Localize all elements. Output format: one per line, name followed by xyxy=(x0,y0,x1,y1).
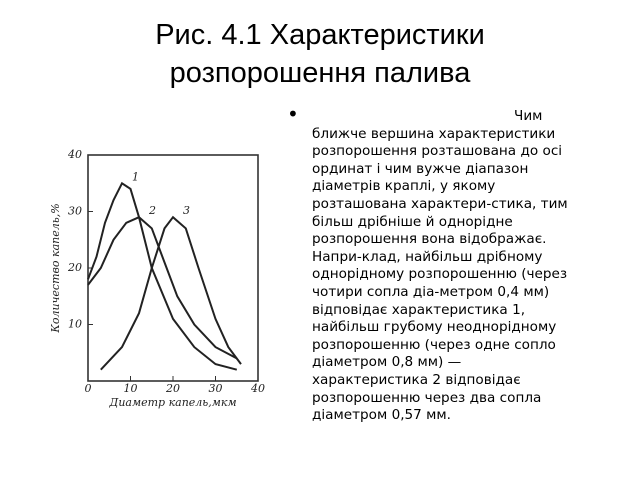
x-tick-label: 10 xyxy=(124,382,138,395)
y-axis-label: Количество капель,% xyxy=(49,203,62,333)
curve xyxy=(87,181,238,371)
x-tick-label: 30 xyxy=(209,382,223,395)
text-line: однорідному розпорошенню (через xyxy=(312,266,568,283)
x-tick-label: 20 xyxy=(165,382,180,395)
text-line: розпорошенню (через одне сопло xyxy=(312,336,556,353)
title-line: розпорошення палива xyxy=(169,57,471,89)
slide-title: Рис. 4.1 Характеристики розпорошення пали… xyxy=(20,16,620,92)
text-line: ближче вершина характеристики xyxy=(312,125,556,142)
y-tick-label: 20 xyxy=(67,261,82,274)
text-line: діаметром 0,57 мм. xyxy=(312,407,451,424)
text-line: характеристика 2 відповідає xyxy=(312,371,521,388)
curve xyxy=(87,216,238,360)
text-line: діаметрів краплі, у якому xyxy=(312,178,496,195)
curve xyxy=(100,215,242,371)
text-line: більш дрібніше й однорідне xyxy=(312,213,513,230)
x-tick-label: 40 xyxy=(250,382,265,395)
text-line: чотири сопла діа-метром 0,4 мм) xyxy=(312,283,550,300)
curve-label: 3 xyxy=(183,204,190,217)
text-line: розпорошення розташована до осі xyxy=(312,143,563,160)
y-tick-label: 30 xyxy=(68,205,82,218)
text-line: розпорошення вона відображає. xyxy=(312,231,547,248)
text-line: Чим xyxy=(514,108,543,124)
bullet: • xyxy=(287,102,299,126)
text-line: розташована характери-стика, тим xyxy=(312,195,568,212)
text-line: найбільш грубому неоднорідному xyxy=(312,319,557,336)
curve-label: 1 xyxy=(132,170,139,183)
x-axis-label: Диаметр капель,мкм xyxy=(108,396,236,409)
y-tick-label: 10 xyxy=(68,318,82,331)
x-tick-label: 0 xyxy=(85,382,92,395)
plot-frame xyxy=(87,154,259,382)
text-line: розпорошенню через два сопла xyxy=(312,389,542,406)
curve-label: 2 xyxy=(148,204,156,217)
text-line: діаметром 0,8 мм) — xyxy=(312,354,462,371)
text-line: Напри-клад, найбільш дрібному xyxy=(312,248,543,265)
body-text: Чим ближче вершина характеристики розпорош… xyxy=(312,108,612,425)
text-line: ординат і чим вужче діапазон xyxy=(312,160,529,177)
title-line: Рис. 4.1 Характеристики xyxy=(155,19,485,51)
y-tick-label: 40 xyxy=(67,148,82,161)
text-line: відповідає характеристика 1, xyxy=(312,301,526,318)
